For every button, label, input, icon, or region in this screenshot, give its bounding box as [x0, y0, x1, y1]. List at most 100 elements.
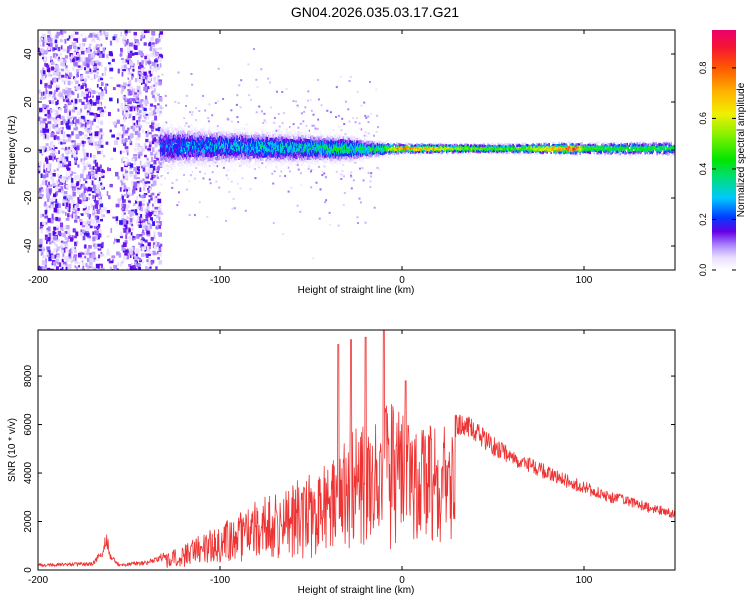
spectrogram-cell	[149, 217, 153, 222]
spectrogram-cell	[59, 268, 63, 270]
spectrogram-cell	[135, 167, 140, 171]
spectrogram-cell	[61, 153, 64, 157]
spectrogram-cell	[61, 32, 64, 38]
spectrogram-cell	[94, 173, 98, 179]
spectrogram-cell	[59, 179, 62, 185]
spectrogram-cell	[187, 144, 190, 148]
spectrogram-cell	[63, 119, 66, 124]
spectrogram-cell	[188, 180, 191, 183]
spectrogram-cell	[86, 124, 90, 128]
spectrogram-cell	[181, 167, 184, 171]
spectrogram-cell	[365, 116, 368, 119]
spectrogram-cell	[152, 51, 155, 56]
spectrogram-cell	[74, 219, 78, 223]
spectrogram-cell	[157, 95, 160, 100]
spectrogram-cell	[94, 50, 98, 56]
spectrogram-cell	[140, 35, 144, 40]
spectrogram-cell	[85, 197, 88, 202]
spectrogram-cell	[172, 161, 175, 165]
spectrogram-cell	[144, 225, 148, 229]
spectrogram-cell	[117, 132, 121, 137]
spectrogram-cell	[191, 83, 194, 86]
spectrogram-cell	[39, 97, 43, 100]
spectrogram-cell	[132, 116, 136, 121]
spectrogram-cell	[281, 122, 284, 125]
spectrogram-cell	[92, 194, 94, 199]
spectrogram-cell	[155, 92, 159, 95]
spectrogram-cell	[101, 149, 103, 154]
spectrogram-cell	[143, 181, 147, 187]
spectrogram-cell	[72, 33, 75, 37]
spectrogram-cell	[86, 59, 90, 64]
spectrogram-cell	[151, 110, 154, 116]
spectrogram-cell	[125, 224, 128, 230]
spectrogram-cell	[295, 156, 298, 160]
spectrogram-cell	[187, 149, 190, 153]
spectrogram-cell	[149, 167, 153, 173]
spectrogram-cell	[95, 74, 99, 78]
spectrogram-cell	[75, 240, 79, 244]
spectrogram-cell	[86, 102, 91, 105]
spectrogram-cell	[216, 149, 219, 153]
spectrogram-cell	[235, 103, 238, 106]
spectrogram-cell	[116, 239, 120, 243]
spectrogram-cell	[80, 33, 83, 37]
spectrogram-cell	[97, 53, 101, 56]
spectrogram-cell	[115, 171, 119, 177]
spectrogram-cell	[144, 211, 147, 216]
spectrogram-cell	[188, 131, 191, 135]
spectrogram-cell	[246, 169, 249, 173]
spectrogram-cell	[190, 168, 193, 172]
spectrogram-cell	[248, 135, 251, 139]
spectrogram-cell	[97, 78, 100, 82]
spectrogram-cell	[158, 212, 161, 215]
spectrogram-cell	[275, 165, 278, 168]
spectrogram-cell	[52, 183, 56, 187]
spectrogram-cell	[106, 54, 109, 59]
spectrogram-cell	[152, 67, 157, 71]
spectrogram-cell	[342, 175, 345, 178]
spectrogram-cell	[120, 31, 123, 37]
spectrogram-cell	[375, 130, 378, 133]
spectrogram-cell	[154, 143, 158, 148]
spectrogram-cell	[142, 79, 145, 84]
spectrogram-cell	[67, 249, 70, 253]
spectrogram-cell	[293, 139, 296, 144]
spectrogram-cell	[326, 109, 329, 112]
spectrogram-cell	[98, 254, 101, 259]
spectrogram-cell	[279, 175, 282, 178]
spectrogram-cell	[50, 232, 53, 237]
spectrogram-cell	[74, 159, 77, 164]
spectrogram-cell	[86, 248, 90, 253]
spectrogram-cell	[231, 152, 234, 156]
spectrogram-cell	[92, 165, 95, 170]
spectrogram-cell	[94, 131, 99, 137]
spectrogram-cell	[67, 111, 70, 117]
spectrogram-cell	[137, 75, 140, 79]
spectrogram-cell	[83, 188, 88, 193]
spectrogram-cell	[114, 238, 117, 243]
spectrogram-cell	[323, 172, 326, 175]
spectrogram-cell	[56, 191, 59, 196]
spectrogram-cell	[125, 249, 129, 253]
spectrogram-cell	[64, 104, 67, 107]
spectrogram-cell	[56, 258, 60, 262]
spectrogram-cell	[189, 154, 192, 158]
spectrogram-cell	[77, 106, 79, 110]
spectrogram-cell	[96, 236, 100, 240]
spectrogram-cell	[72, 91, 75, 95]
spectrogram-cell	[98, 246, 101, 249]
spectrogram-cell	[175, 153, 178, 157]
spectrogram-cell	[102, 47, 105, 53]
spectrogram-cell	[261, 157, 264, 161]
spectrogram-cell	[203, 153, 206, 157]
spectrogram-cell	[140, 53, 144, 57]
spectrogram-cell	[144, 58, 147, 63]
spectrogram-cell	[111, 58, 115, 62]
spectrogram-cell	[289, 128, 292, 132]
spectrogram-cell	[137, 124, 142, 127]
spectrogram-cell	[149, 141, 152, 145]
spectrogram-cell	[42, 221, 46, 225]
spectrogram-cell	[138, 126, 141, 132]
spectrogram-cell	[337, 224, 340, 227]
